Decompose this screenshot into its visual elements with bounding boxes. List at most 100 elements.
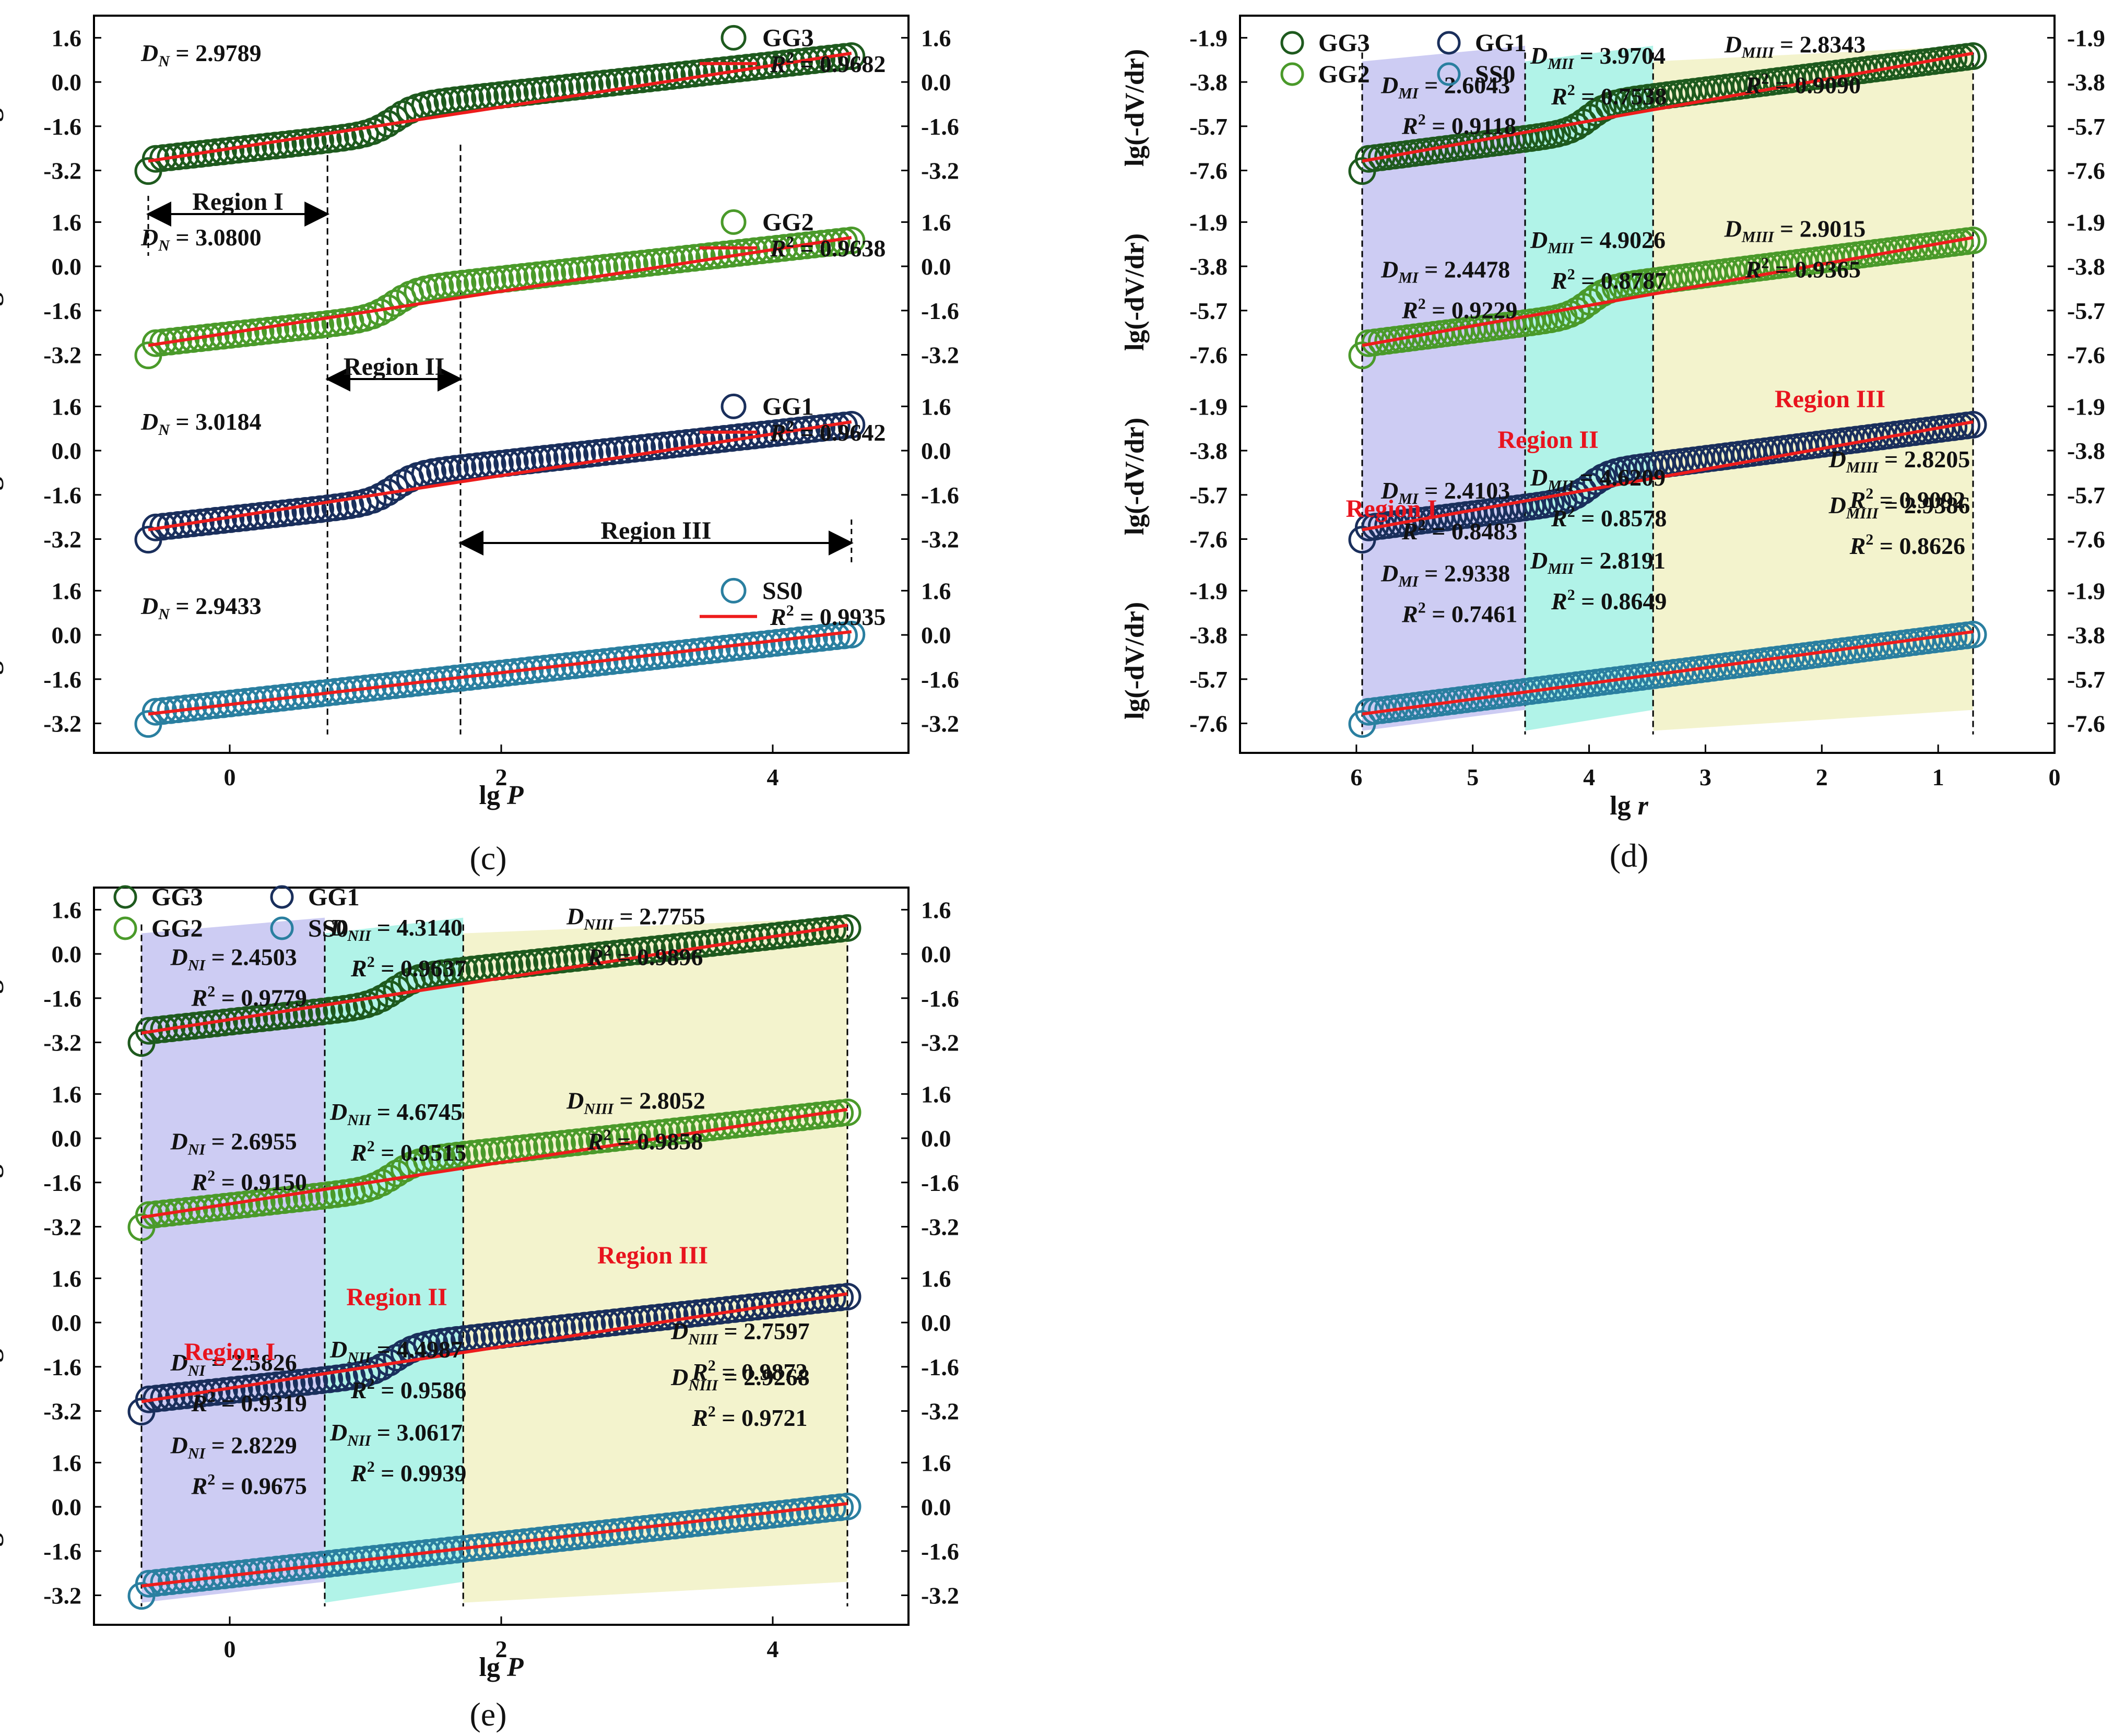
data-point-gg1 (616, 1307, 644, 1335)
region-label: Region I (184, 1338, 276, 1366)
data-point-gg2 (585, 1126, 613, 1154)
data-point-gg1 (568, 441, 596, 469)
fractal-dimension-label: DNIII = 2.7755 (566, 903, 705, 934)
y-tick-label-right: 1.6 (921, 1081, 951, 1107)
y-axis-label: lg S (0, 1142, 4, 1185)
y-tick-label: -1.9 (1189, 393, 1227, 420)
data-point-gg3 (269, 131, 297, 159)
y-tick-label-right: -1.6 (921, 1538, 959, 1565)
data-point-gg3 (533, 947, 561, 975)
x-tick-label: 6 (1350, 764, 1362, 790)
data-point-gg1 (561, 441, 589, 469)
y-tick-label-right: -3.8 (2067, 438, 2105, 464)
data-point-gg2 (653, 1118, 681, 1147)
r-squared-label: R2 = 0.8578 (1551, 503, 1667, 532)
data-point-gg1 (278, 1369, 306, 1398)
data-point-gg1 (651, 431, 679, 459)
data-point-gg1 (300, 1367, 328, 1395)
data-point-gg3 (766, 922, 794, 950)
data-point-gg1 (276, 499, 304, 527)
r-squared-label: R2 = 0.9642 (770, 418, 886, 446)
data-point-gg2 (306, 311, 335, 339)
data-point-gg2 (254, 316, 282, 345)
data-point-gg2 (523, 261, 551, 289)
legend-label-ss0: SS0 (1475, 61, 1515, 88)
y-tick-label-right: 1.6 (921, 393, 951, 420)
data-point-gg2 (285, 1184, 313, 1212)
caption-e: (e) (469, 1696, 506, 1733)
data-point-gg1 (598, 437, 626, 465)
y-tick-label-right: -7.6 (2067, 526, 2105, 553)
data-point-gg1 (643, 432, 671, 460)
r-squared-label: R2 = 0.8483 (1401, 516, 1517, 545)
r-squared-label: R2 = 0.8626 (1849, 531, 1965, 559)
caption-d: (d) (1610, 837, 1649, 874)
data-point-gg3 (278, 1001, 306, 1029)
data-point-gg3 (631, 936, 659, 964)
data-point-gg2 (575, 255, 604, 284)
region-3-shade (1653, 45, 1973, 731)
data-point-gg2 (660, 1117, 689, 1145)
data-point-gg3 (628, 65, 656, 93)
region-label: Region II (344, 353, 444, 381)
data-point-gg1 (511, 1318, 539, 1347)
data-point-gg3 (668, 932, 697, 960)
data-point-gg3 (263, 1002, 291, 1031)
fractal-dimension-label: DNI = 2.5826 (170, 1349, 297, 1379)
fractal-dimension-label: DNII = 4.6745 (329, 1099, 463, 1129)
data-point-gg2 (623, 1121, 651, 1150)
y-tick-label-right: -7.6 (2067, 711, 2105, 737)
data-point-gg2 (651, 247, 679, 275)
data-point-gg1 (255, 1372, 284, 1400)
data-point-gg3 (680, 60, 709, 88)
data-point-gg1 (299, 496, 327, 524)
fractal-dimension-label: DN = 2.9433 (140, 593, 262, 623)
data-point-gg1 (683, 1299, 711, 1327)
data-point-gg1 (631, 1305, 659, 1333)
data-point-gg3 (643, 64, 671, 92)
y-tick-label-right: 1.6 (921, 209, 951, 235)
y-axis-label: lg S (0, 958, 4, 1001)
fit-line-gg2 (148, 236, 852, 347)
data-point-gg2 (571, 1127, 599, 1155)
data-point-gg3 (616, 938, 644, 966)
data-point-gg1 (530, 445, 559, 473)
data-point-gg2 (643, 248, 671, 276)
y-tick-label-right: -5.7 (2067, 666, 2105, 693)
data-point-gg2 (270, 1186, 298, 1214)
data-point-gg2 (763, 234, 791, 263)
r-squared-label: R2 = 0.9150 (191, 1167, 307, 1195)
panel-e: 1.6 1.6 0.0 0.0 -1.6 -1.6 -3.2 -3.2 lg S 1.6 1.6 0.… (0, 883, 959, 1733)
panel-c: 1.6 1.6 0.0 0.0 -1.6 -1.6 -3.2 -3.2 lg S 1.6 1.6 0.… (0, 15, 959, 877)
y-tick-label-right: 0.0 (921, 1309, 951, 1336)
y-tick-label: -3.2 (43, 342, 81, 369)
data-point-gg2 (613, 251, 641, 279)
y-tick-label: 1.6 (52, 577, 82, 604)
data-point-gg2 (533, 1131, 561, 1160)
data-point-gg3 (381, 105, 409, 133)
data-point-gg3 (583, 70, 611, 99)
y-tick-label-right: -7.6 (2067, 342, 2105, 369)
data-point-gg2 (291, 312, 320, 340)
data-point-gg3 (563, 944, 591, 972)
y-tick-label: -3.2 (43, 1214, 81, 1241)
y-axis-label: lg S (0, 1511, 4, 1554)
data-point-gg2 (284, 313, 312, 341)
legend-marker (270, 916, 294, 940)
fit-line-gg3 (148, 52, 852, 163)
data-point-gg1 (676, 1300, 704, 1328)
data-point-gg1 (668, 1301, 697, 1329)
fractal-dimension-label: DNII = 3.0617 (329, 1419, 463, 1449)
data-point-gg1 (306, 495, 335, 523)
y-tick-label: -1.9 (1189, 577, 1227, 604)
data-point-gg2 (158, 1199, 186, 1227)
r-squared-label: R2 = 0.9092 (1849, 485, 1965, 513)
y-tick-label-right: -5.7 (2067, 482, 2105, 509)
x-tick-label: 4 (767, 1636, 779, 1662)
data-point-gg1 (660, 1302, 689, 1330)
r-squared-label: R2 = 0.9229 (1401, 295, 1517, 323)
data-point-gg3 (553, 74, 581, 102)
r-squared-label: R2 = 0.9637 (350, 953, 466, 982)
data-point-gg1 (383, 1343, 411, 1372)
data-point-gg2 (300, 1183, 328, 1211)
